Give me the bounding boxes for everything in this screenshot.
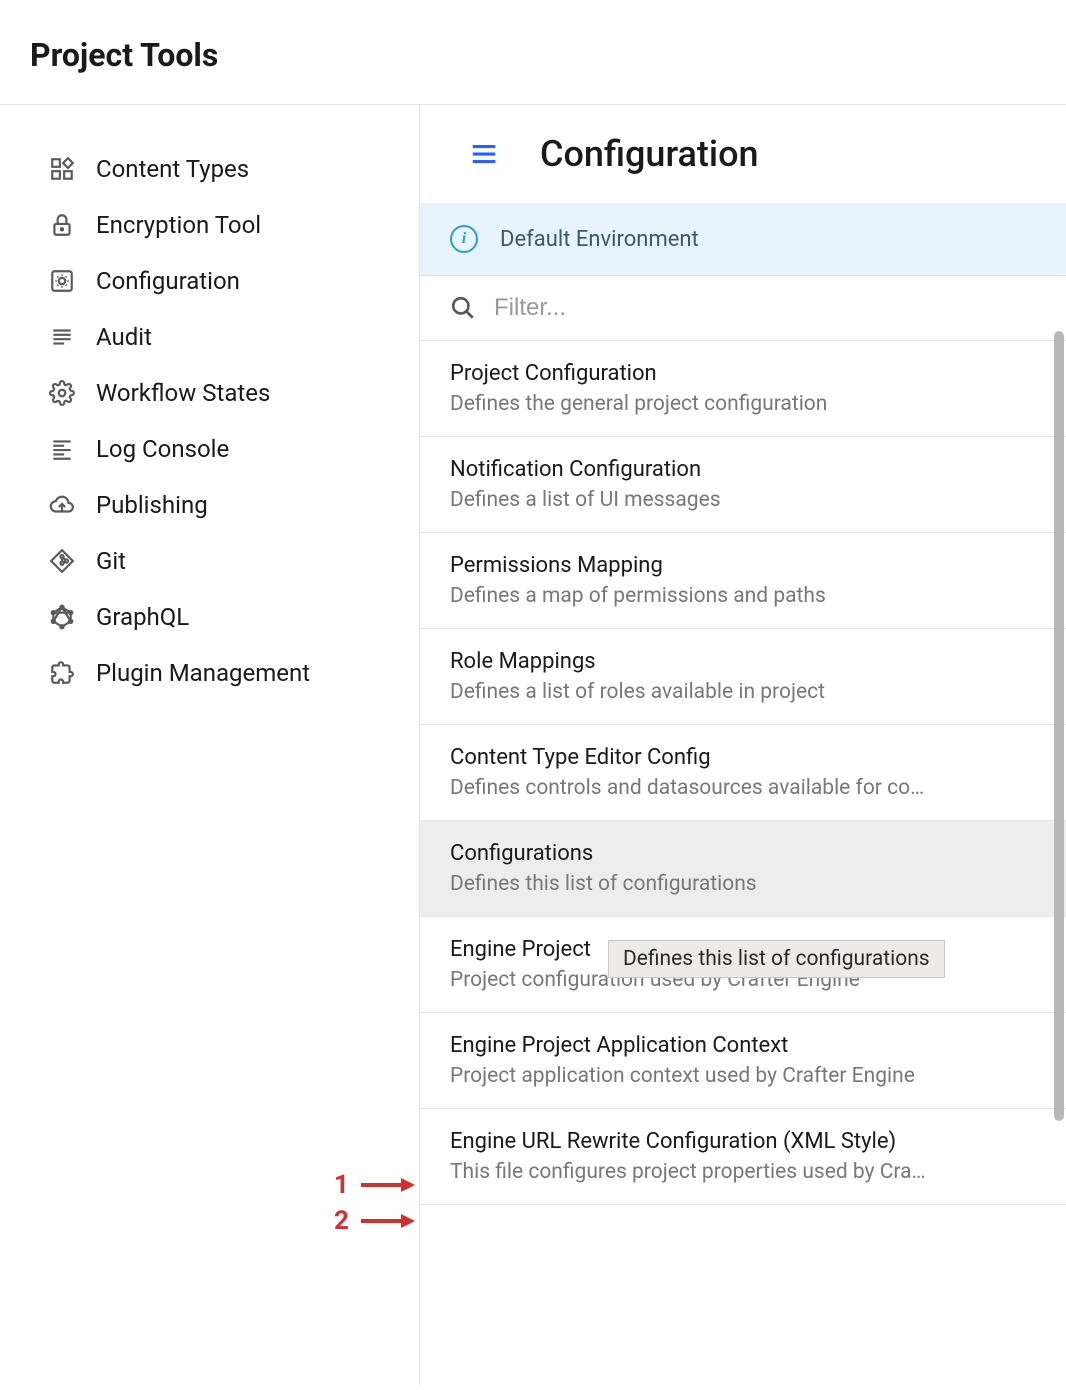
config-item[interactable]: Notification Configuration Defines a list…: [420, 437, 1066, 533]
scrollbar[interactable]: [1052, 331, 1066, 1121]
config-item-title: Notification Configuration: [450, 457, 1036, 482]
cloud-upload-icon: [48, 491, 76, 519]
hamburger-menu-icon[interactable]: [468, 138, 500, 170]
sidebar-item-label: Content Types: [96, 155, 249, 183]
config-list: Project Configuration Defines the general…: [420, 341, 1066, 1385]
filter-input[interactable]: [494, 294, 1036, 322]
config-item-title: Engine Project Application Context: [450, 1033, 1036, 1058]
config-item-title: Project Configuration: [450, 361, 1036, 386]
info-icon: i: [450, 225, 478, 253]
config-item-title: Content Type Editor Config: [450, 745, 1036, 770]
main-title: Configuration: [540, 133, 759, 175]
list-icon: [48, 323, 76, 351]
align-left-icon: [48, 435, 76, 463]
sidebar-item-workflow-states[interactable]: Workflow States: [48, 365, 419, 421]
config-item-title: Engine URL Rewrite Configuration (XML St…: [450, 1129, 1036, 1154]
config-item-desc: Defines a map of permissions and paths: [450, 584, 1036, 608]
scrollbar-thumb[interactable]: [1054, 331, 1064, 1121]
sidebar-item-encryption-tool[interactable]: Encryption Tool: [48, 197, 419, 253]
lock-icon: [48, 211, 76, 239]
sidebar-item-label: Configuration: [96, 267, 240, 295]
sidebar-item-plugin-management[interactable]: Plugin Management: [48, 645, 419, 701]
main-header: Configuration: [420, 105, 1066, 203]
environment-bar[interactable]: i Default Environment: [420, 203, 1066, 276]
config-item-title: Permissions Mapping: [450, 553, 1036, 578]
config-item[interactable]: Engine URL Rewrite Configuration (XML St…: [420, 1109, 1066, 1205]
config-item-desc: Defines this list of configurations: [450, 872, 1036, 896]
widgets-icon: [48, 155, 76, 183]
config-item-desc: This file configures project properties …: [450, 1160, 1036, 1184]
config-item[interactable]: Content Type Editor Config Defines contro…: [420, 725, 1066, 821]
config-item[interactable]: Configurations Defines this list of confi…: [420, 821, 1066, 917]
tooltip: Defines this list of configurations: [608, 940, 945, 978]
sidebar-item-publishing[interactable]: Publishing: [48, 477, 419, 533]
arrow-right-icon: [361, 1178, 415, 1192]
config-item-desc: Defines a list of roles available in pro…: [450, 680, 1036, 704]
config-item-title: Role Mappings: [450, 649, 1036, 674]
layout: Content Types Encryption Tool Configurat…: [0, 105, 1066, 1385]
git-icon: [48, 547, 76, 575]
sidebar-item-label: Publishing: [96, 491, 208, 519]
arrow-right-icon: [361, 1214, 415, 1228]
config-item[interactable]: Role Mappings Defines a list of roles ava…: [420, 629, 1066, 725]
config-item-desc: Defines the general project configuratio…: [450, 392, 1036, 416]
main-panel: Configuration i Default Environment Proj…: [420, 105, 1066, 1385]
page-title: Project Tools: [30, 36, 1066, 74]
sidebar-item-label: GraphQL: [96, 603, 189, 631]
sidebar-item-label: Encryption Tool: [96, 211, 261, 239]
annotation-number: 1: [334, 1170, 349, 1200]
environment-label: Default Environment: [500, 227, 699, 252]
sidebar-item-log-console[interactable]: Log Console: [48, 421, 419, 477]
sidebar-item-label: Audit: [96, 323, 152, 351]
sidebar-item-content-types[interactable]: Content Types: [48, 141, 419, 197]
filter-bar: [420, 276, 1066, 341]
sidebar-item-label: Git: [96, 547, 126, 575]
page-header: Project Tools: [0, 0, 1066, 105]
search-icon: [450, 295, 476, 321]
annotation-1: 1: [334, 1170, 415, 1200]
config-item-title: Configurations: [450, 841, 1036, 866]
sidebar-item-label: Log Console: [96, 435, 229, 463]
config-item-desc: Defines controls and datasources availab…: [450, 776, 1036, 800]
extension-icon: [48, 659, 76, 687]
settings-box-icon: [48, 267, 76, 295]
sidebar-item-label: Plugin Management: [96, 659, 310, 687]
sidebar-item-git[interactable]: Git: [48, 533, 419, 589]
config-item[interactable]: Project Configuration Defines the general…: [420, 341, 1066, 437]
gear-icon: [48, 379, 76, 407]
config-item-desc: Defines a list of UI messages: [450, 488, 1036, 512]
sidebar-item-graphql[interactable]: GraphQL: [48, 589, 419, 645]
config-item[interactable]: Engine Project Application Context Projec…: [420, 1013, 1066, 1109]
sidebar-item-label: Workflow States: [96, 379, 270, 407]
annotation-number: 2: [334, 1206, 349, 1236]
graphql-icon: [48, 603, 76, 631]
sidebar-item-audit[interactable]: Audit: [48, 309, 419, 365]
config-item[interactable]: Permissions Mapping Defines a map of perm…: [420, 533, 1066, 629]
annotation-2: 2: [334, 1206, 415, 1236]
sidebar-item-configuration[interactable]: Configuration: [48, 253, 419, 309]
config-item-desc: Project application context used by Craf…: [450, 1064, 1036, 1088]
